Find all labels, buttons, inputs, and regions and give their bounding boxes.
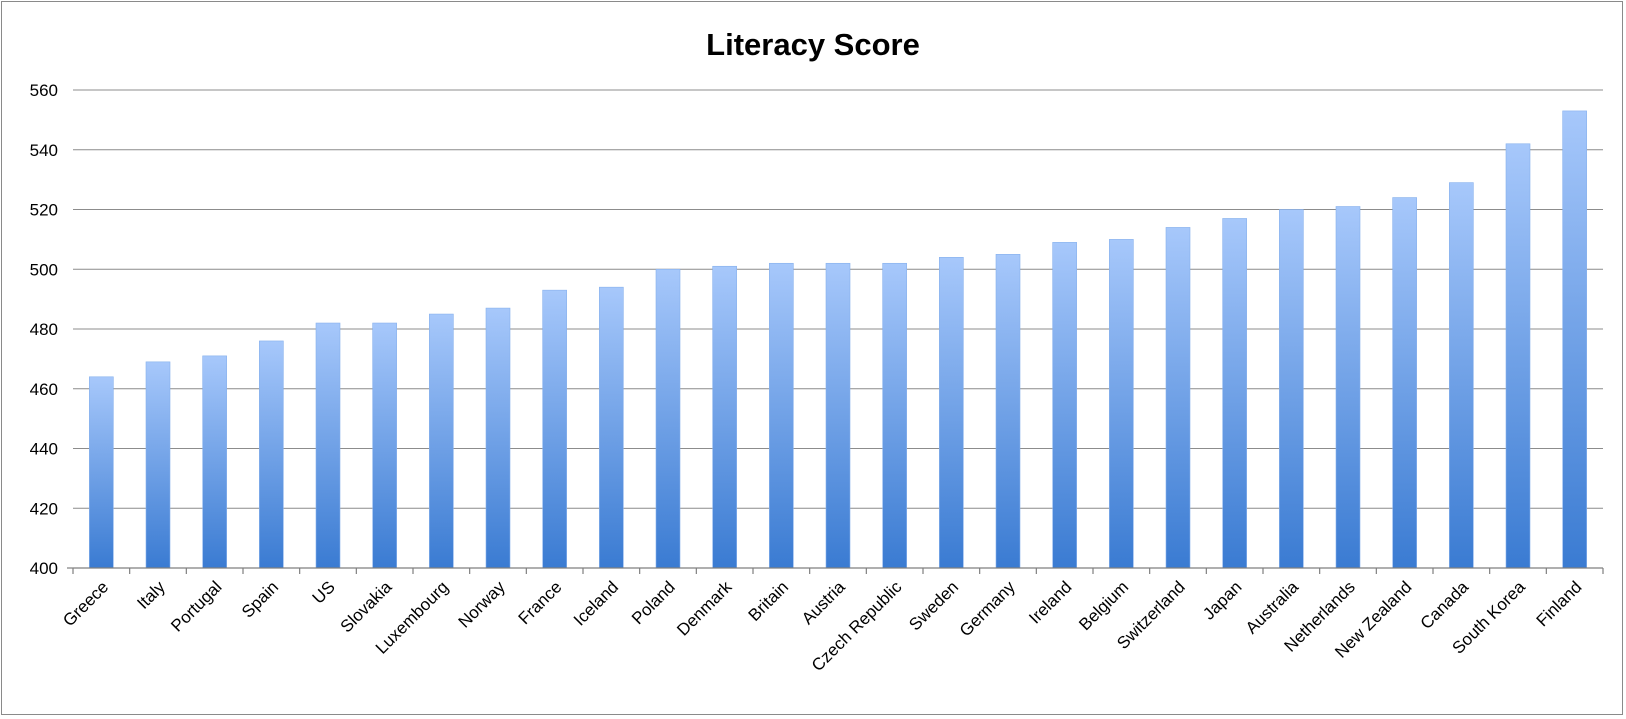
bar-netherlands xyxy=(1335,206,1361,569)
bar-portugal xyxy=(202,355,227,569)
bar-denmark xyxy=(712,265,737,569)
bars xyxy=(89,110,1587,569)
y-tick-label: 460 xyxy=(30,380,58,399)
bar-sweden xyxy=(939,256,964,569)
bar-south-korea xyxy=(1505,143,1531,569)
bar-finland xyxy=(1562,110,1587,569)
x-tick-label: Germany xyxy=(956,577,1019,640)
x-tick-label: US xyxy=(309,577,339,607)
bar-ireland xyxy=(1052,242,1077,569)
y-tick-label: 560 xyxy=(30,81,58,100)
x-tick-label: Poland xyxy=(628,577,679,628)
bar-britain xyxy=(769,262,794,569)
x-tick-label: Ireland xyxy=(1025,577,1075,627)
bar-norway xyxy=(485,307,511,569)
bar-switzerland xyxy=(1165,227,1191,569)
chart-title: Literacy Score xyxy=(706,27,920,62)
x-tick-label: Austria xyxy=(798,577,849,628)
bar-france xyxy=(542,289,567,569)
bar-belgium xyxy=(1109,239,1134,569)
x-tick-label: Greece xyxy=(59,577,112,630)
x-tick-label: Sweden xyxy=(905,577,962,634)
x-tick-label: Italy xyxy=(133,577,169,613)
bar-us xyxy=(315,322,341,569)
x-tick-label: Spain xyxy=(238,577,282,621)
bar-germany xyxy=(995,254,1021,569)
bar-japan xyxy=(1222,218,1247,569)
x-tick-label: Canada xyxy=(1417,577,1473,633)
bar-greece xyxy=(89,376,114,569)
bar-italy xyxy=(145,361,171,569)
bar-spain xyxy=(259,340,284,569)
bar-poland xyxy=(655,268,681,569)
y-axis-ticks: 400 420 440 460 480 500 520 540 560 xyxy=(30,81,58,578)
x-tick-label: France xyxy=(515,577,566,628)
x-tick-label: Norway xyxy=(455,577,510,632)
bar-czech-republic xyxy=(882,262,907,569)
x-tick-label: Iceland xyxy=(570,577,622,629)
x-tick-label: Belgium xyxy=(1075,577,1132,634)
bar-luxembourg xyxy=(429,313,454,569)
y-tick-label: 440 xyxy=(30,440,58,459)
bar-slovakia xyxy=(372,322,397,569)
x-axis xyxy=(67,567,1604,574)
y-tick-label: 500 xyxy=(30,260,58,279)
y-tick-label: 540 xyxy=(30,141,58,160)
bar-canada xyxy=(1449,182,1474,569)
y-tick-label: 520 xyxy=(30,201,58,220)
x-tick-label: Denmark xyxy=(673,577,736,640)
x-tick-label: Japan xyxy=(1199,577,1245,623)
bar-iceland xyxy=(599,286,624,569)
x-tick-label: Portugal xyxy=(167,577,225,635)
bar-australia xyxy=(1279,209,1304,569)
bar-new-zealand xyxy=(1392,197,1417,569)
x-tick-label: Britain xyxy=(745,577,793,625)
x-tick-label: Finland xyxy=(1533,577,1586,630)
x-tick-label: Slovakia xyxy=(337,577,396,636)
bar-austria xyxy=(825,262,851,569)
y-tick-label: 400 xyxy=(30,559,58,578)
y-tick-label: 420 xyxy=(30,499,58,518)
y-tick-label: 480 xyxy=(30,320,58,339)
